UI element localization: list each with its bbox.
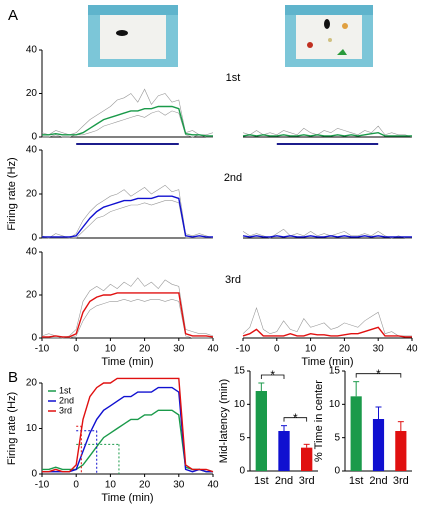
y-tick-label: 0	[31, 132, 37, 143]
x-tick-label: 0	[73, 480, 79, 491]
series-line	[242, 131, 412, 137]
x-tick-label: 1st	[254, 475, 269, 487]
y-tick-label: 5	[334, 432, 340, 443]
significance-label: *	[270, 368, 275, 382]
x-axis-label: Time (min)	[101, 492, 153, 504]
y-tick-label: 20	[26, 88, 38, 99]
series-line	[41, 184, 214, 239]
bar	[372, 419, 385, 471]
legend-label: 3rd	[59, 405, 72, 415]
arena-photo	[88, 5, 178, 67]
y-tick-label: 0	[31, 333, 37, 344]
series-line	[42, 409, 213, 473]
series-line	[41, 277, 214, 339]
y-tick-label: 10	[234, 399, 246, 410]
row-label: 2nd	[224, 172, 242, 184]
y-tick-label: 0	[334, 466, 340, 477]
y-tick-label: 15	[329, 366, 341, 377]
bar	[255, 391, 267, 471]
x-axis-label: Time (min)	[301, 356, 353, 368]
x-tick-label: -10	[35, 480, 50, 491]
y-tick-label: 10	[26, 423, 38, 434]
series-line	[242, 125, 413, 138]
x-tick-label: 40	[207, 480, 219, 491]
significance-bracket	[355, 373, 402, 378]
x-tick-label: 30	[173, 480, 185, 491]
bar	[350, 396, 362, 471]
legend-label: 2nd	[59, 395, 74, 405]
series-line	[42, 195, 213, 238]
significance-label: *	[376, 367, 381, 381]
series-line	[42, 110, 213, 138]
legend-label: 1st	[59, 385, 72, 395]
series-line	[242, 326, 412, 338]
x-tick-label: 3rd	[393, 475, 409, 487]
bar	[278, 431, 290, 471]
y-tick-label: 0	[239, 466, 245, 477]
x-tick-label: 1st	[349, 475, 364, 487]
y-tick-label: 20	[26, 290, 38, 301]
y-tick-label: 40	[26, 145, 38, 156]
y-tick-label: 0	[31, 469, 37, 480]
y-tick-label: 20	[26, 189, 38, 200]
y-tick-label: 40	[26, 45, 38, 56]
row-label: 1st	[226, 72, 241, 84]
y-tick-label: 15	[234, 366, 246, 377]
series-line	[42, 292, 214, 338]
bar	[301, 447, 313, 471]
y-tick-label: 5	[239, 432, 245, 443]
y-tick-label: 40	[26, 247, 38, 258]
series-line	[42, 105, 213, 137]
y-tick-label: 20	[26, 378, 38, 389]
x-tick-label: 40	[406, 344, 418, 355]
y-tick-label: 10	[329, 399, 341, 410]
x-tick-label: 3rd	[299, 475, 315, 487]
series-line	[42, 200, 213, 239]
x-tick-label: 10	[105, 480, 117, 491]
row-label: 3rd	[225, 274, 241, 286]
series-line	[242, 306, 412, 337]
y-tick-label: 0	[31, 233, 37, 244]
series-line	[242, 235, 412, 238]
x-tick-label: 20	[139, 344, 151, 355]
y-axis-label: Firing rate (Hz)	[6, 157, 18, 230]
x-tick-label: 30	[373, 344, 385, 355]
panel-label: A	[8, 7, 18, 24]
significance-label: *	[293, 411, 298, 425]
x-tick-label: 20	[339, 344, 351, 355]
y-axis-label: Mid-latency (min)	[218, 379, 230, 463]
x-tick-label: 0	[274, 344, 280, 355]
arena-photo	[285, 5, 373, 67]
y-axis-label: Firing rate (Hz)	[6, 392, 18, 465]
series-line	[42, 377, 214, 473]
significance-bracket	[260, 374, 285, 379]
x-axis-label: Time (min)	[101, 356, 153, 368]
x-tick-label: 10	[105, 344, 117, 355]
x-tick-label: 0	[73, 344, 79, 355]
y-axis-label: % Time in center	[313, 380, 325, 462]
x-tick-label: 30	[173, 344, 185, 355]
panel-label: B	[8, 369, 18, 386]
series-line	[42, 298, 213, 339]
x-tick-label: -10	[35, 344, 50, 355]
significance-bracket	[283, 417, 308, 422]
bar	[395, 431, 407, 471]
x-tick-label: 2nd	[369, 475, 387, 487]
x-tick-label: 20	[139, 480, 151, 491]
x-tick-label: 10	[305, 344, 317, 355]
x-tick-label: 40	[207, 344, 219, 355]
x-tick-label: -10	[236, 344, 251, 355]
x-tick-label: 2nd	[275, 475, 293, 487]
